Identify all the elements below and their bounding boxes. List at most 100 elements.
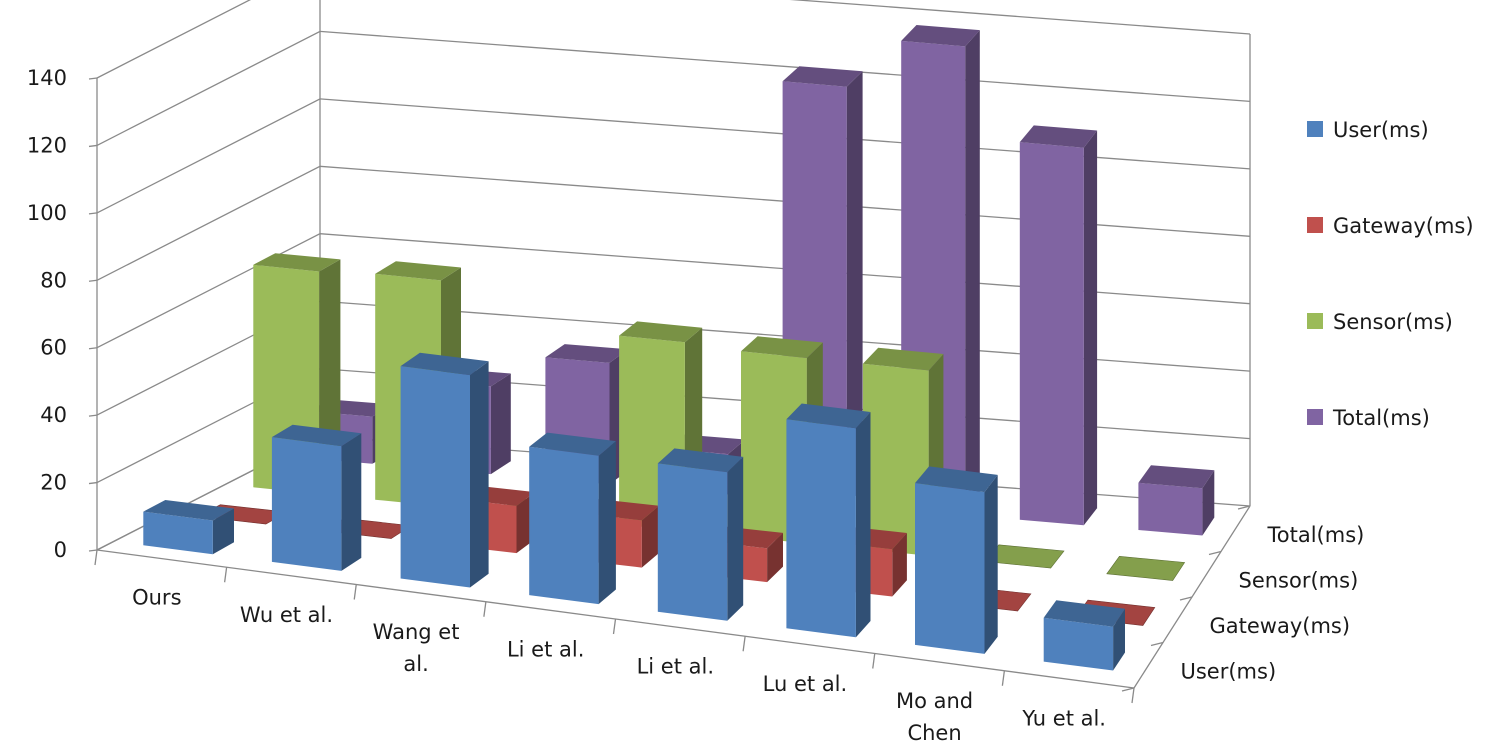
- y-tick: [88, 144, 98, 148]
- bar-front: [657, 463, 728, 621]
- x-category-label: Wu et al.: [240, 603, 333, 627]
- bar-front: [271, 437, 342, 571]
- legend-swatch: [1307, 217, 1323, 233]
- depth-tick: [1150, 641, 1164, 647]
- bar-top: [657, 448, 744, 473]
- y-tick-label: 40: [40, 403, 67, 427]
- y-tick-label: 140: [27, 66, 67, 90]
- bar-top: [901, 25, 980, 47]
- x-tick: [742, 636, 746, 652]
- bar-top: [915, 466, 998, 493]
- bar-front: [1043, 617, 1114, 671]
- bar-front: [786, 419, 856, 638]
- y-tick: [88, 414, 98, 417]
- x-category-label: Ours: [132, 586, 181, 610]
- y-tick-label: 60: [40, 336, 67, 360]
- bar-side: [855, 412, 871, 638]
- y-tick-label: 120: [27, 133, 67, 157]
- bar-top: [271, 424, 362, 447]
- bar-top: [143, 500, 234, 521]
- depth-axis-label: Sensor(ms): [1239, 568, 1359, 592]
- bar-top: [619, 321, 703, 343]
- x-tick: [612, 618, 617, 635]
- bar-side: [846, 71, 863, 505]
- bar-top: [1043, 600, 1125, 627]
- y-tick: [88, 549, 98, 552]
- x-category-label: Yu et al.: [1021, 706, 1106, 730]
- bar-side: [490, 373, 511, 475]
- x-tick: [94, 549, 98, 566]
- y-tick: [88, 77, 98, 80]
- bar-userms: [529, 432, 616, 605]
- bar-top: [862, 347, 944, 371]
- legend-swatch: [1307, 313, 1323, 329]
- bar-side: [212, 508, 234, 555]
- legend-label: User(ms): [1333, 118, 1429, 142]
- bar-flat: [1106, 555, 1186, 581]
- bar-side: [1202, 470, 1215, 536]
- bar-userms: [657, 448, 744, 621]
- bar-userms: [1043, 600, 1125, 671]
- y-tick: [88, 481, 98, 485]
- bar-side: [470, 361, 489, 588]
- depth-tick: [1179, 596, 1193, 601]
- legend-swatch: [1307, 121, 1323, 137]
- x-tick: [483, 601, 487, 617]
- bar-side: [1083, 130, 1098, 526]
- bar-top: [400, 352, 489, 376]
- bar-top: [375, 261, 461, 281]
- bar-front: [400, 366, 470, 588]
- legend-swatch: [1307, 409, 1323, 425]
- legend: User(ms) Gateway(ms) Sensor(ms) Total(ms): [1307, 118, 1474, 430]
- bar-side: [892, 533, 907, 597]
- chart-labels: 0 20 40 60 80 100 120 140 Ours Wu et al. Wang et al…: [27, 66, 1364, 745]
- bar-top: [253, 253, 341, 272]
- y-tick-label: 0: [54, 538, 67, 562]
- bar-front: [915, 483, 985, 654]
- x-tick: [223, 567, 228, 583]
- bar-userms: [143, 500, 234, 555]
- bar-side: [598, 441, 616, 605]
- x-category-label: Mo and Chen: [896, 689, 973, 745]
- legend-item: Total(ms): [1307, 406, 1430, 430]
- bar-side: [641, 505, 659, 568]
- bar-front: [143, 511, 213, 555]
- bar-front: [862, 363, 929, 556]
- bar-top: [529, 432, 616, 456]
- x-category-label: Li et al.: [637, 655, 714, 679]
- depth-tick: [1208, 550, 1222, 556]
- depth-tick: [1237, 505, 1251, 510]
- legend-label: Total(ms): [1332, 406, 1430, 430]
- bar-userms: [915, 466, 998, 654]
- bar-top: [1138, 465, 1215, 489]
- depth-axis-label: User(ms): [1181, 659, 1277, 683]
- bar-top: [545, 344, 629, 363]
- bar-side: [727, 456, 744, 621]
- depth-axis-label: Total(ms): [1267, 523, 1365, 547]
- x-tick: [872, 653, 876, 669]
- bar-top: [782, 66, 863, 87]
- bar-top: [741, 336, 823, 358]
- bar-side: [965, 30, 980, 515]
- bar-userms: [271, 424, 362, 571]
- bar-top: [1019, 125, 1098, 148]
- bar-sensorms: [1106, 555, 1186, 581]
- x-category-label: Lu et al.: [763, 672, 848, 696]
- bar-side: [984, 474, 998, 654]
- y-tick: [88, 347, 98, 350]
- legend-item: User(ms): [1307, 118, 1429, 142]
- bar-totalms: [1138, 465, 1215, 536]
- y-tick: [88, 279, 98, 282]
- y-tick-label: 20: [40, 471, 67, 495]
- y-tick: [88, 212, 98, 215]
- legend-item: Sensor(ms): [1307, 310, 1453, 334]
- bar-top: [786, 403, 871, 429]
- bar-userms: [400, 352, 489, 588]
- x-category-label: Wang et al.: [373, 620, 460, 676]
- depth-tick: [1121, 687, 1135, 692]
- x-tick: [1131, 687, 1135, 704]
- legend-label: Sensor(ms): [1333, 310, 1453, 334]
- bar-side: [341, 433, 362, 571]
- bar-front: [529, 446, 599, 605]
